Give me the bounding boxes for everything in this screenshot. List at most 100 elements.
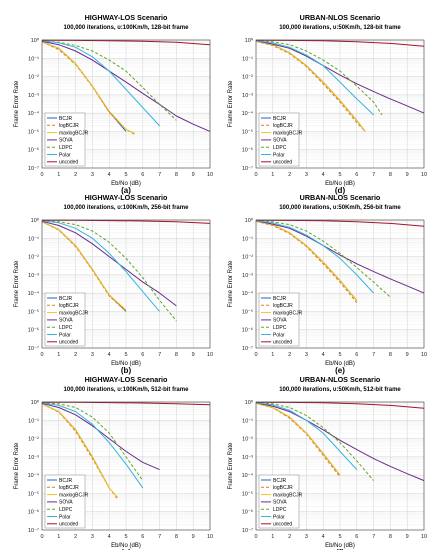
x-tick-label: 3 <box>305 352 308 358</box>
x-tick-label: 5 <box>338 172 341 178</box>
grid <box>255 39 425 169</box>
series-line-uncoded <box>255 39 425 47</box>
y-tick-label: 10⁻⁷ <box>242 165 253 172</box>
series-lines <box>41 401 211 500</box>
x-tick-label: 8 <box>175 352 178 358</box>
y-tick-label: 10⁻¹ <box>28 56 39 62</box>
x-tick-label: 10 <box>421 172 427 178</box>
y-axis-label: Frame Error Rate <box>228 442 234 489</box>
legend-label: SOVA <box>59 318 73 324</box>
x-tick-label: 3 <box>91 172 94 178</box>
x-tick-label: 8 <box>389 534 392 540</box>
series-line-polar <box>41 40 160 127</box>
legend-label: maxlogBCJR <box>273 492 303 498</box>
x-tick-label: 5 <box>124 534 127 540</box>
series-line-maxlogbcjr <box>255 220 358 301</box>
legend-label: uncoded <box>59 340 78 346</box>
x-tick-label: 6 <box>355 172 358 178</box>
series-line-polar <box>41 402 144 489</box>
x-tick-label: 1 <box>57 352 60 358</box>
chart-title: HIGHWAY-LOS Scenario <box>85 375 168 384</box>
x-tick-label: 10 <box>421 534 427 540</box>
chart-panel-a: HIGHWAY-LOS Scenario 100,000 iterations, … <box>14 13 213 195</box>
x-tick-label: 3 <box>305 172 308 178</box>
y-tick-label: 10⁻¹ <box>242 56 253 62</box>
x-tick-label: 2 <box>288 172 291 178</box>
y-tick-label: 10⁰ <box>31 37 40 44</box>
chart-title: URBAN-NLOS Scenario <box>300 193 381 202</box>
series-lines <box>255 219 425 304</box>
y-tick-label: 10⁻⁴ <box>242 290 254 297</box>
x-tick-label: 4 <box>108 534 111 540</box>
x-tick-label: 6 <box>355 352 358 358</box>
x-tick-label: 0 <box>254 534 257 540</box>
series-line-sova <box>41 220 177 307</box>
plot-frame <box>41 401 211 531</box>
y-axis-label: Frame Error Rate <box>14 260 20 307</box>
series-line-polar <box>255 220 374 294</box>
legend-label: BCJR <box>273 116 286 122</box>
series-line-uncoded <box>255 401 425 409</box>
panel-label: (a) <box>121 186 131 195</box>
y-tick-label: 10⁻⁵ <box>28 490 39 497</box>
x-tick-label: 1 <box>57 534 60 540</box>
x-tick-label: 1 <box>271 352 274 358</box>
legend-label: Polar <box>59 152 71 158</box>
x-tick-label: 6 <box>141 534 144 540</box>
x-tick-label: 4 <box>322 352 325 358</box>
legend-label: SOVA <box>273 318 287 324</box>
y-tick-label: 10⁻⁴ <box>28 110 40 117</box>
x-tick-label: 9 <box>406 534 409 540</box>
plot-frame <box>41 39 211 169</box>
y-tick-label: 10⁻³ <box>242 273 253 279</box>
legend-label: SOVA <box>59 138 73 144</box>
x-tick-label: 10 <box>207 352 213 358</box>
legend-label: Polar <box>273 332 285 338</box>
chart-subtitle: 100,000 iterations, υ:100Km/h, 128-bit f… <box>64 25 190 31</box>
y-tick-label: 10⁻² <box>242 437 253 443</box>
y-tick-label: 10⁻² <box>28 437 39 443</box>
chart-subtitle: 100,000 iterations, υ:50Km/h, 256-bit fr… <box>279 205 401 211</box>
legend-label: uncoded <box>273 160 292 166</box>
legend-label: BCJR <box>59 478 72 484</box>
y-tick-label: 10⁻³ <box>242 93 253 99</box>
series-line-logbcjr <box>255 402 341 478</box>
chart-panel-e: URBAN-NLOS Scenario 100,000 iterations, υ… <box>228 193 427 375</box>
legend-label: Polar <box>59 514 71 520</box>
series-line-ldpc <box>255 220 391 298</box>
chart-title: HIGHWAY-LOS Scenario <box>85 193 168 202</box>
x-tick-label: 4 <box>322 534 325 540</box>
y-tick-label: 10⁰ <box>31 217 40 224</box>
y-tick-label: 10⁻² <box>28 75 39 81</box>
x-tick-label: 3 <box>91 534 94 540</box>
y-tick-label: 10⁻² <box>28 255 39 261</box>
y-tick-label: 10⁻⁷ <box>28 345 39 352</box>
chart-subtitle: 100,000 iterations, υ:50Km/h, 512-bit fr… <box>279 387 401 393</box>
y-tick-label: 10⁻⁴ <box>242 472 254 479</box>
y-tick-label: 10⁻³ <box>28 455 39 461</box>
y-tick-label: 10⁻³ <box>28 273 39 279</box>
y-tick-label: 10⁰ <box>245 217 254 224</box>
y-tick-label: 10⁻⁶ <box>28 327 39 334</box>
y-tick-label: 10⁻⁶ <box>242 147 253 154</box>
y-tick-label: 10⁻³ <box>28 93 39 99</box>
y-tick-label: 10⁻⁷ <box>28 165 39 172</box>
y-axis-label: Frame Error Rate <box>228 260 234 307</box>
series-line-uncoded <box>255 219 425 227</box>
legend-label: logBCJR <box>273 485 293 491</box>
legend-label: logBCJR <box>273 123 293 129</box>
chart-panel-b: HIGHWAY-LOS Scenario 100,000 iterations, … <box>14 193 213 375</box>
chart-subtitle: 100,000 iterations, υ:100Km/h, 256-bit f… <box>64 205 190 211</box>
x-tick-label: 9 <box>192 172 195 178</box>
x-tick-label: 7 <box>158 172 161 178</box>
series-line-sova <box>255 402 425 482</box>
x-tick-label: 0 <box>254 352 257 358</box>
x-tick-label: 3 <box>91 352 94 358</box>
y-axis-label: Frame Error Rate <box>14 80 20 127</box>
panel-label: (c) <box>121 548 131 550</box>
